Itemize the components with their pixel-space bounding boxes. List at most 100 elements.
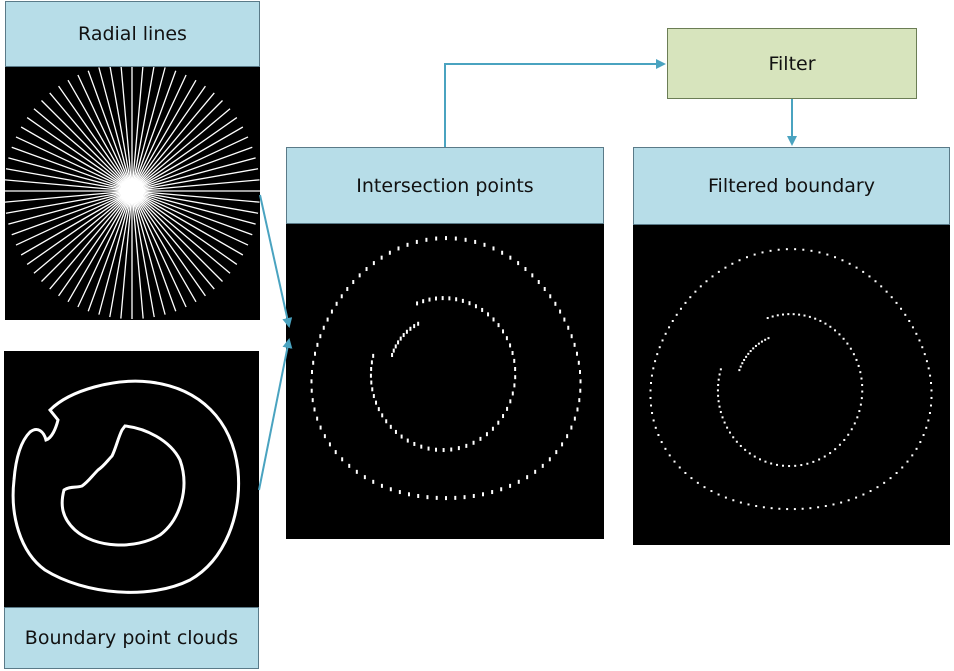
radial-line (11, 146, 127, 190)
outer-intersection-point (454, 495, 457, 500)
outer-intersection-point (483, 242, 486, 247)
inner-filtered-point (859, 371, 862, 374)
outer-intersection-point (358, 273, 361, 278)
outer-filtered-point (919, 441, 922, 444)
outer-intersection-point (406, 242, 409, 247)
outer-intersection-point (472, 493, 475, 498)
inner-filtered-point (738, 369, 741, 372)
outer-filtered-point (650, 374, 653, 377)
radial-line (5, 191, 127, 214)
outer-filtered-point (862, 270, 865, 273)
inner-intersection-point (461, 298, 464, 303)
outer-filtered-point (703, 486, 706, 489)
inner-filtered-point (803, 314, 806, 317)
outer-intersection-point (355, 469, 358, 474)
outer-filtered-point (753, 253, 756, 256)
outer-intersection-point (348, 463, 351, 468)
outer-intersection-point (463, 495, 466, 500)
inner-filtered-point (857, 364, 860, 367)
radial-line (135, 92, 215, 187)
inner-intersection-point (392, 348, 395, 353)
outer-filtered-point (906, 460, 909, 463)
inner-intersection-point (402, 333, 405, 338)
inner-filtered-point (798, 313, 801, 316)
outer-filtered-point (911, 454, 914, 457)
outer-intersection-point (326, 317, 329, 322)
inner-filtered-point (741, 362, 744, 365)
inner-filtered-point (834, 329, 837, 332)
outer-filtered-point (911, 326, 914, 329)
inner-intersection-point (385, 419, 388, 424)
radial-line (11, 192, 127, 236)
inner-intersection-point (479, 436, 482, 441)
inner-filtered-point (716, 389, 719, 392)
inner-filtered-point (718, 405, 721, 408)
outer-filtered-point (809, 507, 812, 510)
inner-filtered-point (753, 455, 756, 458)
inner-filtered-point (814, 317, 817, 320)
inner-intersection-point (370, 367, 373, 371)
radial-line (135, 195, 215, 290)
outer-filtered-point (690, 477, 693, 480)
outer-intersection-point (311, 398, 314, 403)
outer-filtered-point (668, 326, 671, 329)
outer-intersection-point (543, 287, 546, 292)
radial-line (135, 100, 223, 188)
outer-intersection-point (500, 487, 503, 492)
outer-intersection-point (573, 416, 576, 421)
inner-filtered-point (838, 333, 841, 336)
outer-intersection-point (314, 351, 317, 356)
radial-line (67, 195, 130, 303)
outer-filtered-point (660, 441, 663, 444)
inner-filtered-point (838, 443, 841, 446)
radial-line (133, 196, 177, 312)
outer-intersection-point (454, 236, 457, 241)
outer-filtered-point (818, 251, 821, 254)
inner-intersection-point (485, 432, 488, 437)
radial-line (133, 196, 187, 308)
outer-filtered-point (717, 270, 720, 273)
outer-filtered-point (675, 313, 678, 316)
outer-filtered-point (885, 290, 888, 293)
outer-intersection-point (426, 495, 429, 500)
outer-intersection-point (388, 250, 391, 255)
outer-filtered-point (900, 307, 903, 310)
radial-lines-drawing (5, 67, 260, 319)
inner-filtered-point (764, 338, 767, 341)
outer-intersection-point (575, 351, 578, 356)
radial-line (5, 190, 127, 203)
outer-intersection-point (548, 457, 551, 462)
inner-intersection-point (370, 360, 373, 365)
outer-intersection-point (316, 416, 319, 421)
outer-filtered-point (711, 275, 714, 278)
radial-line (136, 193, 244, 256)
inner-intersection-point (399, 336, 402, 341)
inner-filtered-point (717, 384, 720, 386)
radial-line (134, 85, 206, 187)
outer-filtered-point (869, 490, 872, 493)
radial-line (8, 191, 127, 225)
inner-intersection-point (397, 340, 400, 345)
outer-filtered-point (930, 389, 933, 392)
outer-filtered-point (834, 256, 837, 259)
inner-intersection-point (474, 304, 477, 309)
outer-filtered-point (890, 296, 893, 299)
inner-intersection-point (509, 399, 512, 404)
inner-intersection-point (375, 400, 378, 405)
outer-intersection-point (312, 360, 315, 365)
inner-intersection-point (377, 407, 380, 412)
inner-filtered-point (788, 465, 791, 468)
inner-intersection-point (511, 351, 514, 356)
outer-filtered-point (661, 339, 664, 342)
outer-filtered-point (657, 434, 660, 437)
radial-line (131, 67, 144, 186)
inner-filtered-point (771, 315, 774, 318)
inner-intersection-point (389, 424, 392, 429)
inner-filtered-point (732, 436, 735, 439)
outer-filtered-point (925, 360, 928, 363)
outer-filtered-point (658, 346, 661, 349)
inner-boundary-contour (60, 424, 186, 547)
radial-line (77, 74, 131, 186)
outer-filtered-point (668, 454, 671, 457)
inner-filtered-point (782, 464, 784, 467)
